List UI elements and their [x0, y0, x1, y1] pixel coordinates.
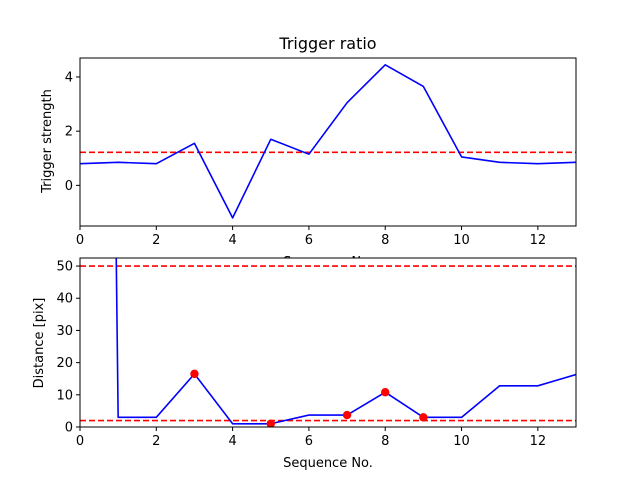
- y-tick-label: 4: [65, 70, 73, 85]
- x-tick-label: 2: [152, 434, 160, 449]
- plot-frame: [79, 257, 577, 428]
- y-axis-label: Distance [pix]: [32, 298, 47, 389]
- y-tick-label: 0: [65, 421, 73, 436]
- data-point-marker: [342, 410, 352, 420]
- y-tick-label: 50: [56, 260, 73, 275]
- plot-area: 0 2 4 6 8 10 12 0 2 4: [65, 57, 577, 248]
- data-point-marker: [381, 388, 390, 397]
- y-tick-label: 40: [56, 292, 73, 307]
- plot-area: 0 2 4 6 8 10 12 0 10 20 30 40 50: [56, 257, 577, 449]
- plot-content: [80, 63, 576, 219]
- x-tick-label: 6: [305, 434, 313, 449]
- x-tick-label: 8: [381, 233, 389, 248]
- y-axis-label: Trigger strength: [40, 89, 55, 194]
- x-tick-label: 2: [152, 233, 160, 248]
- x-tick-label: 6: [305, 233, 313, 248]
- data-point-marker: [266, 419, 275, 427]
- data-point-marker: [190, 369, 199, 379]
- plot-background: [80, 58, 576, 226]
- x-tick-label: 8: [381, 434, 389, 449]
- x-tick-label: 0: [76, 434, 84, 449]
- chart-title: Trigger ratio: [278, 34, 376, 53]
- y-tick-label: 0: [65, 179, 73, 194]
- plot-frame: [79, 57, 577, 227]
- x-tick-label: 12: [530, 434, 547, 449]
- x-tick-label: 4: [228, 233, 236, 248]
- y-tick-label: 10: [56, 388, 73, 403]
- y-tick-label: 2: [65, 125, 73, 140]
- x-tick-label: 4: [228, 434, 236, 449]
- x-tick-label: 0: [76, 233, 84, 248]
- chart-distance: 0 2 4 6 8 10 12 0 10 20 30 40 50 Sequence No. Distan…: [32, 257, 577, 471]
- x-axis-label: Sequence No.: [283, 456, 373, 471]
- series-line: [80, 63, 576, 219]
- plot-background: [80, 258, 576, 427]
- plot-content: [80, 258, 576, 427]
- series-line: [115, 258, 576, 425]
- data-point-marker: [419, 413, 428, 422]
- y-tick-label: 30: [56, 324, 73, 339]
- x-tick-label: 12: [530, 233, 547, 248]
- y-tick-label: 20: [56, 356, 73, 371]
- x-tick-label: 10: [453, 233, 470, 248]
- x-tick-label: 10: [453, 434, 470, 449]
